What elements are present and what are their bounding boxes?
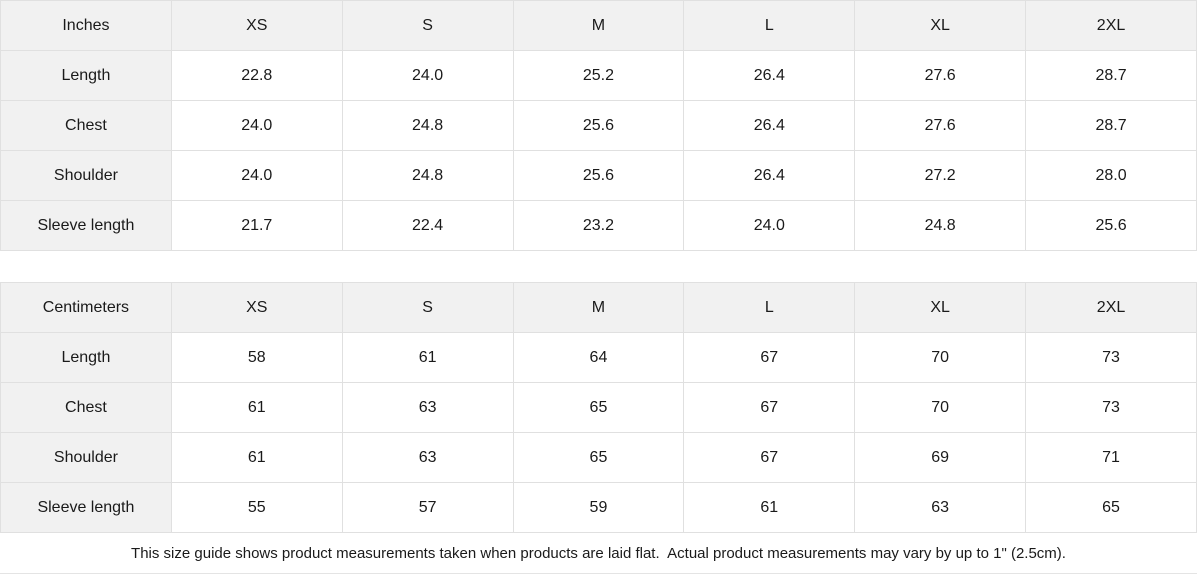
measurement-cell: 26.4: [683, 50, 856, 101]
measurement-cell: 25.6: [512, 100, 685, 151]
row-label: Sleeve length: [0, 200, 172, 251]
table-row: Shoulder 24.0 24.8 25.6 26.4 27.2 28.0: [0, 150, 1197, 201]
measurement-cell: 73: [1025, 382, 1197, 433]
measurement-cell: 25.6: [1025, 200, 1197, 251]
measurement-cell: 69: [854, 432, 1027, 483]
measurement-cell: 22.8: [170, 50, 343, 101]
measurement-cell: 71: [1025, 432, 1197, 483]
table-row: Chest 61 63 65 67 70 73: [0, 382, 1197, 433]
table-row: Sleeve length 55 57 59 61 63 65: [0, 482, 1197, 533]
measurement-cell: 57: [341, 482, 514, 533]
row-label: Length: [0, 50, 172, 101]
measurement-cell: 26.4: [683, 100, 856, 151]
row-label: Length: [0, 332, 172, 383]
measurement-cell: 63: [341, 382, 514, 433]
measurement-cell: 64: [512, 332, 685, 383]
measurement-cell: 24.8: [341, 150, 514, 201]
measurement-cell: 55: [170, 482, 343, 533]
measurement-cell: 27.6: [854, 100, 1027, 151]
row-label: Shoulder: [0, 432, 172, 483]
measurement-cell: 58: [170, 332, 343, 383]
measurement-cell: 61: [170, 382, 343, 433]
table-row: Shoulder 61 63 65 67 69 71: [0, 432, 1197, 483]
centimeters-header-row: Centimeters XS S M L XL 2XL: [0, 282, 1197, 333]
row-label: Sleeve length: [0, 482, 172, 533]
size-column-header-s: S: [341, 0, 514, 51]
size-column-header-xs: XS: [170, 0, 343, 51]
size-column-header-xl: XL: [854, 0, 1027, 51]
table-row: Sleeve length 21.7 22.4 23.2 24.0 24.8 2…: [0, 200, 1197, 251]
row-label: Shoulder: [0, 150, 172, 201]
size-table-inches: Inches XS S M L XL 2XL Length 22.8 24.0 …: [0, 0, 1197, 251]
measurement-cell: 27.2: [854, 150, 1027, 201]
size-table-centimeters: Centimeters XS S M L XL 2XL Length 58 61…: [0, 282, 1197, 533]
size-column-header-s: S: [341, 282, 514, 333]
row-label: Chest: [0, 100, 172, 151]
size-column-header-l: L: [683, 282, 856, 333]
size-column-header-2xl: 2XL: [1025, 282, 1197, 333]
table-row: Length 22.8 24.0 25.2 26.4 27.6 28.7: [0, 50, 1197, 101]
measurement-cell: 25.6: [512, 150, 685, 201]
measurement-cell: 28.7: [1025, 50, 1197, 101]
measurement-cell: 65: [1025, 482, 1197, 533]
measurement-cell: 23.2: [512, 200, 685, 251]
table-gap-spacer: [0, 251, 1197, 282]
row-label: Chest: [0, 382, 172, 433]
measurement-cell: 65: [512, 432, 685, 483]
measurement-cell: 28.0: [1025, 150, 1197, 201]
unit-header-centimeters: Centimeters: [0, 282, 172, 333]
measurement-cell: 24.0: [170, 100, 343, 151]
table-row: Length 58 61 64 67 70 73: [0, 332, 1197, 383]
measurement-cell: 24.0: [683, 200, 856, 251]
measurement-cell: 70: [854, 332, 1027, 383]
size-column-header-xl: XL: [854, 282, 1027, 333]
measurement-cell: 67: [683, 332, 856, 383]
table-row: Chest 24.0 24.8 25.6 26.4 27.6 28.7: [0, 100, 1197, 151]
measurement-cell: 61: [341, 332, 514, 383]
measurement-cell: 70: [854, 382, 1027, 433]
unit-header-inches: Inches: [0, 0, 172, 51]
measurement-cell: 26.4: [683, 150, 856, 201]
measurement-cell: 24.0: [341, 50, 514, 101]
measurement-cell: 24.0: [170, 150, 343, 201]
measurement-cell: 67: [683, 382, 856, 433]
size-column-header-2xl: 2XL: [1025, 0, 1197, 51]
size-column-header-m: M: [512, 282, 685, 333]
measurement-cell: 63: [854, 482, 1027, 533]
measurement-cell: 27.6: [854, 50, 1027, 101]
measurement-cell: 63: [341, 432, 514, 483]
measurement-cell: 67: [683, 432, 856, 483]
size-guide-disclaimer: This size guide shows product measuremen…: [0, 533, 1197, 574]
measurement-cell: 61: [683, 482, 856, 533]
measurement-cell: 24.8: [854, 200, 1027, 251]
measurement-cell: 25.2: [512, 50, 685, 101]
measurement-cell: 59: [512, 482, 685, 533]
measurement-cell: 24.8: [341, 100, 514, 151]
measurement-cell: 28.7: [1025, 100, 1197, 151]
measurement-cell: 73: [1025, 332, 1197, 383]
size-column-header-xs: XS: [170, 282, 343, 333]
measurement-cell: 65: [512, 382, 685, 433]
size-column-header-l: L: [683, 0, 856, 51]
inches-header-row: Inches XS S M L XL 2XL: [0, 0, 1197, 51]
size-column-header-m: M: [512, 0, 685, 51]
measurement-cell: 61: [170, 432, 343, 483]
measurement-cell: 21.7: [170, 200, 343, 251]
measurement-cell: 22.4: [341, 200, 514, 251]
